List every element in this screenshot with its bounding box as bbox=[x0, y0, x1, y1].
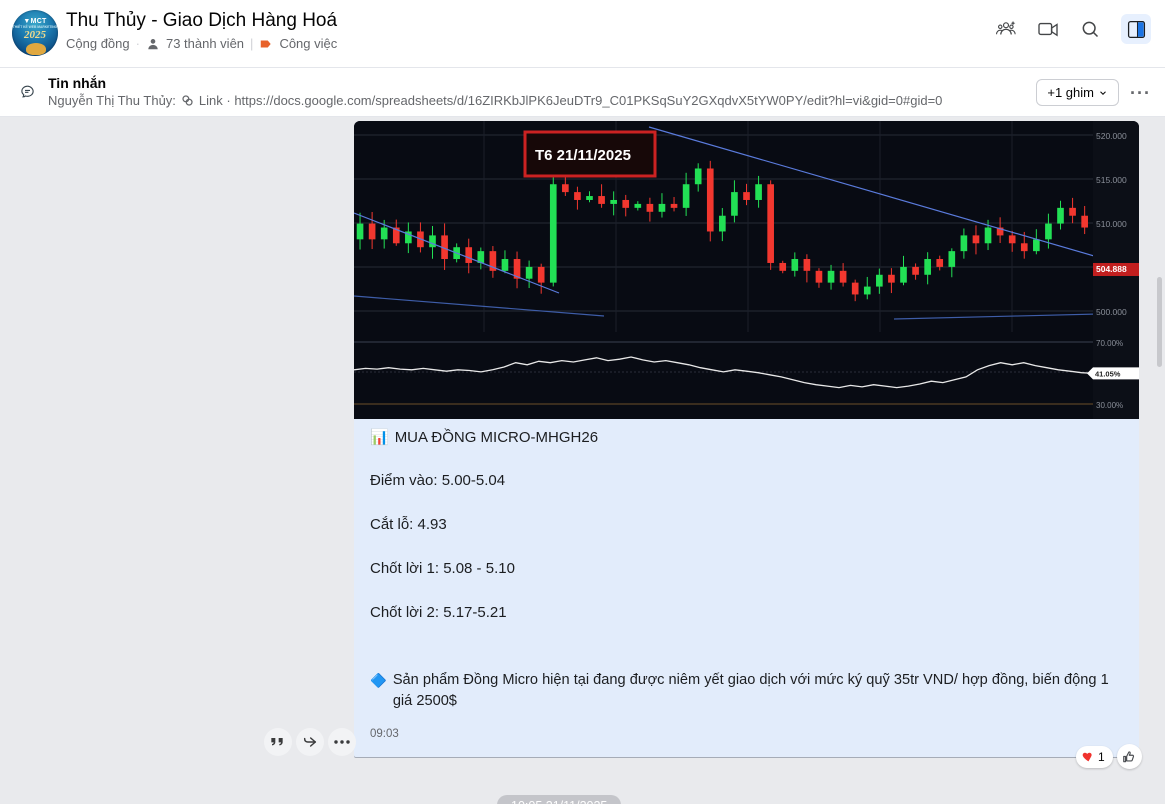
svg-text:515.000: 515.000 bbox=[1096, 175, 1127, 185]
svg-text:520.000: 520.000 bbox=[1096, 131, 1127, 141]
svg-text:30.00%: 30.00% bbox=[1096, 401, 1123, 410]
svg-text:504.888: 504.888 bbox=[1096, 264, 1127, 274]
svg-text:70.00%: 70.00% bbox=[1096, 339, 1123, 348]
svg-text:T6 21/11/2025: T6 21/11/2025 bbox=[535, 147, 631, 164]
svg-text:510.000: 510.000 bbox=[1096, 219, 1127, 229]
svg-text:500.000: 500.000 bbox=[1096, 307, 1127, 317]
svg-text:41.05%: 41.05% bbox=[1095, 369, 1121, 378]
